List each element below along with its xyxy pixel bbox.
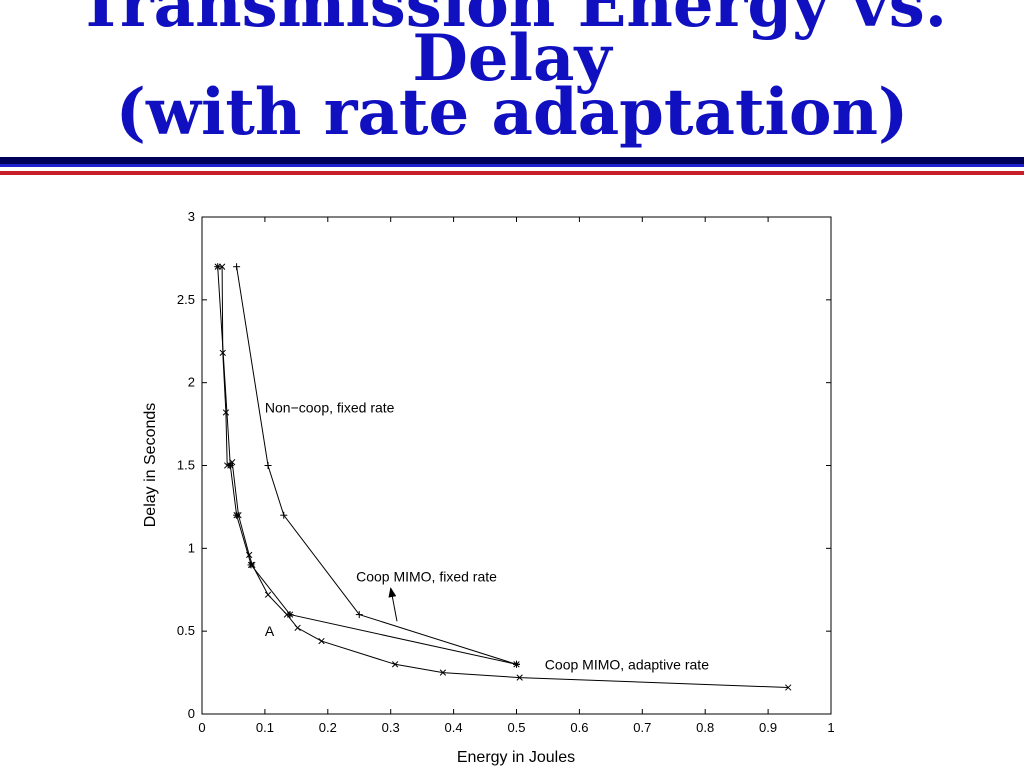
plus-marker: [280, 511, 288, 519]
x-marker: [391, 661, 399, 668]
y-tick-label: 3: [188, 209, 195, 224]
x-marker: [294, 624, 301, 632]
x-marker: [235, 512, 242, 519]
y-tick-label: 1: [188, 540, 195, 555]
x-tick-label: 0.2: [319, 720, 337, 735]
y-tick-label: 0: [188, 706, 195, 721]
y-tick-label: 0.5: [177, 623, 195, 638]
x-marker: [246, 551, 253, 559]
title-line-1: Transmission Energy vs.: [76, 0, 948, 42]
x-tick-label: 0.1: [256, 720, 274, 735]
x-marker: [283, 611, 291, 618]
x-marker: [249, 561, 256, 569]
divider-red: [0, 171, 1024, 175]
series-line: [221, 266, 789, 688]
slide-title: Transmission Energy vs. Delay (with rate…: [0, 0, 1024, 150]
x-marker: [224, 462, 231, 469]
annotation-label: Coop MIMO, fixed rate: [356, 568, 497, 584]
plus-marker: [264, 462, 272, 469]
x-tick-label: 0.6: [570, 720, 588, 735]
x-marker: [785, 684, 792, 691]
plot-frame: [201, 216, 832, 715]
x-tick-label: 0: [198, 720, 205, 735]
series-markers: [214, 263, 792, 691]
x-marker: [219, 349, 226, 357]
annotations: Non−coop, fixed rate Coop MIMO, fixed rat…: [265, 399, 709, 672]
title-line-2: Delay: [412, 21, 612, 96]
x-marker: [218, 263, 226, 270]
y-tick-label: 2.5: [177, 292, 195, 307]
x-tick-label: 0.7: [633, 720, 651, 735]
x-tick-label: 0.9: [759, 720, 777, 735]
star-marker: [513, 660, 520, 668]
plus-marker: [233, 263, 241, 271]
x-tick-label: 0.4: [445, 720, 463, 735]
y-axis-label: Delay in Seconds: [142, 403, 159, 528]
plus-marker: [355, 611, 363, 619]
x-tick-label: 0.3: [382, 720, 400, 735]
x-marker: [222, 409, 230, 416]
star-marker: [247, 561, 255, 569]
x-marker: [439, 669, 447, 676]
x-tick-label: 0.8: [696, 720, 714, 735]
x-marker: [516, 674, 523, 681]
x-tick-label: 0.5: [507, 720, 525, 735]
x-tick-label: 1: [827, 720, 834, 735]
axis-ticks: 0 0.1 0.2 0.3 0.4 0.5 0.6 0.7 0.8 0.9 1 0 0.5 1 1.5 2 2.…: [177, 209, 835, 735]
divider-blue: [0, 164, 1024, 167]
divider-gap: [0, 167, 1024, 170]
title-line-3: (with rate adaptation): [115, 75, 909, 150]
series-line: [236, 266, 517, 665]
annotation-label: Coop MIMO, adaptive rate: [545, 656, 709, 672]
series-lines: [217, 266, 789, 688]
x-marker: [318, 637, 325, 645]
divider-navy: [0, 157, 1024, 164]
y-tick-label: 1.5: [177, 458, 195, 473]
series-line: [217, 266, 517, 665]
x-axis-label: Energy in Joules: [457, 749, 575, 766]
y-tick-label: 2: [188, 375, 195, 390]
x-marker: [229, 459, 236, 466]
annotation-label: A: [265, 623, 275, 639]
annotation-label: Non−coop, fixed rate: [265, 399, 395, 415]
x-marker: [264, 591, 272, 598]
annotation-arrow: [388, 587, 398, 622]
